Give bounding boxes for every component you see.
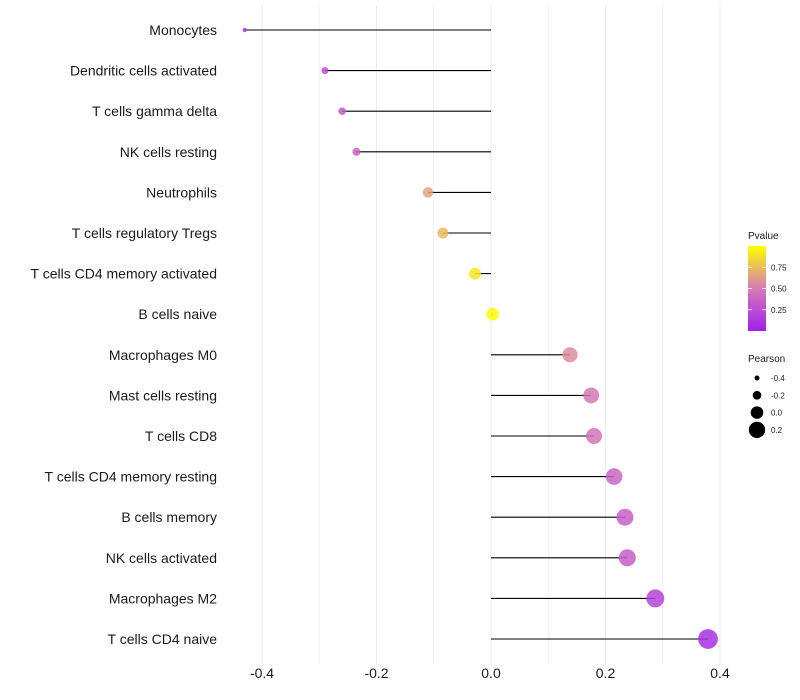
y-axis-label: B cells memory — [121, 509, 217, 525]
lollipop-point — [562, 347, 578, 363]
size-key-label: -0.4 — [771, 374, 785, 383]
grid-lines — [261, 5, 721, 665]
y-axis-label: Neutrophils — [146, 184, 217, 200]
y-axis-label: T cells CD4 memory activated — [31, 266, 217, 282]
y-axis-label: T cells CD8 — [145, 428, 217, 444]
x-tick-label: 0.0 — [481, 665, 501, 681]
y-axis-label: Monocytes — [149, 22, 217, 38]
y-axis-labels: Monocytes Dendritic cells activated T cell… — [31, 22, 218, 647]
y-axis-label: T cells regulatory Tregs — [72, 225, 217, 241]
pvalue-legend: Pvalue 0.25 0.50 0.75 — [748, 231, 787, 331]
lollipop-point — [605, 468, 623, 485]
lollipop-point — [646, 589, 665, 608]
lollipop-point — [338, 107, 346, 116]
y-axis-label: NK cells resting — [120, 144, 217, 160]
segments — [244, 29, 708, 640]
size-key-dot — [754, 375, 760, 381]
x-tick-label: -0.4 — [250, 665, 274, 681]
size-key-dot — [750, 406, 764, 419]
y-axis-label: B cells naive — [138, 306, 217, 322]
y-axis-label: T cells CD4 naive — [108, 631, 218, 647]
lollipop-point — [352, 147, 361, 156]
y-axis-label: T cells CD4 memory resting — [45, 469, 217, 485]
lollipop-point — [698, 629, 718, 649]
y-axis-label: Dendritic cells activated — [70, 63, 217, 79]
size-key-dot — [748, 421, 766, 439]
pearson-legend: Pearson -0.4 -0.2 0.0 0.2 — [748, 354, 785, 439]
lollipop-point — [583, 387, 600, 404]
colorbar-tick-label: 0.50 — [771, 285, 787, 294]
y-axis-label: Macrophages M0 — [109, 347, 217, 363]
y-axis-label: T cells gamma delta — [92, 103, 217, 119]
pvalue-legend-title: Pvalue — [748, 231, 779, 242]
pearson-legend-title: Pearson — [748, 354, 785, 365]
x-axis-labels: -0.4 -0.2 0.0 0.2 0.4 — [250, 665, 730, 681]
pvalue-colorbar — [748, 246, 766, 331]
lollipop-point — [422, 187, 434, 198]
lollipop-point — [586, 428, 603, 444]
x-tick-label: 0.4 — [710, 665, 730, 681]
size-key-label: 0.2 — [771, 426, 783, 435]
lollipop-point — [618, 549, 636, 567]
y-axis-label: Mast cells resting — [109, 387, 217, 403]
lollipop-point — [321, 67, 329, 75]
lollipop-point — [468, 267, 481, 280]
colorbar-tick-label: 0.75 — [771, 263, 787, 272]
colorbar-tick-label: 0.25 — [771, 306, 787, 315]
lollipop-point — [437, 227, 449, 239]
points — [242, 27, 718, 649]
size-key-label: -0.2 — [771, 391, 785, 400]
y-axis-label: NK cells activated — [106, 550, 217, 566]
size-key-label: 0.0 — [771, 409, 783, 418]
x-tick-label: 0.2 — [596, 665, 616, 681]
lollipop-point — [242, 27, 248, 33]
x-tick-label: -0.2 — [364, 665, 388, 681]
lollipop-point — [486, 307, 500, 321]
lollipop-point — [616, 508, 634, 526]
size-key-dot — [752, 390, 762, 400]
y-axis-label: Macrophages M2 — [109, 590, 217, 606]
